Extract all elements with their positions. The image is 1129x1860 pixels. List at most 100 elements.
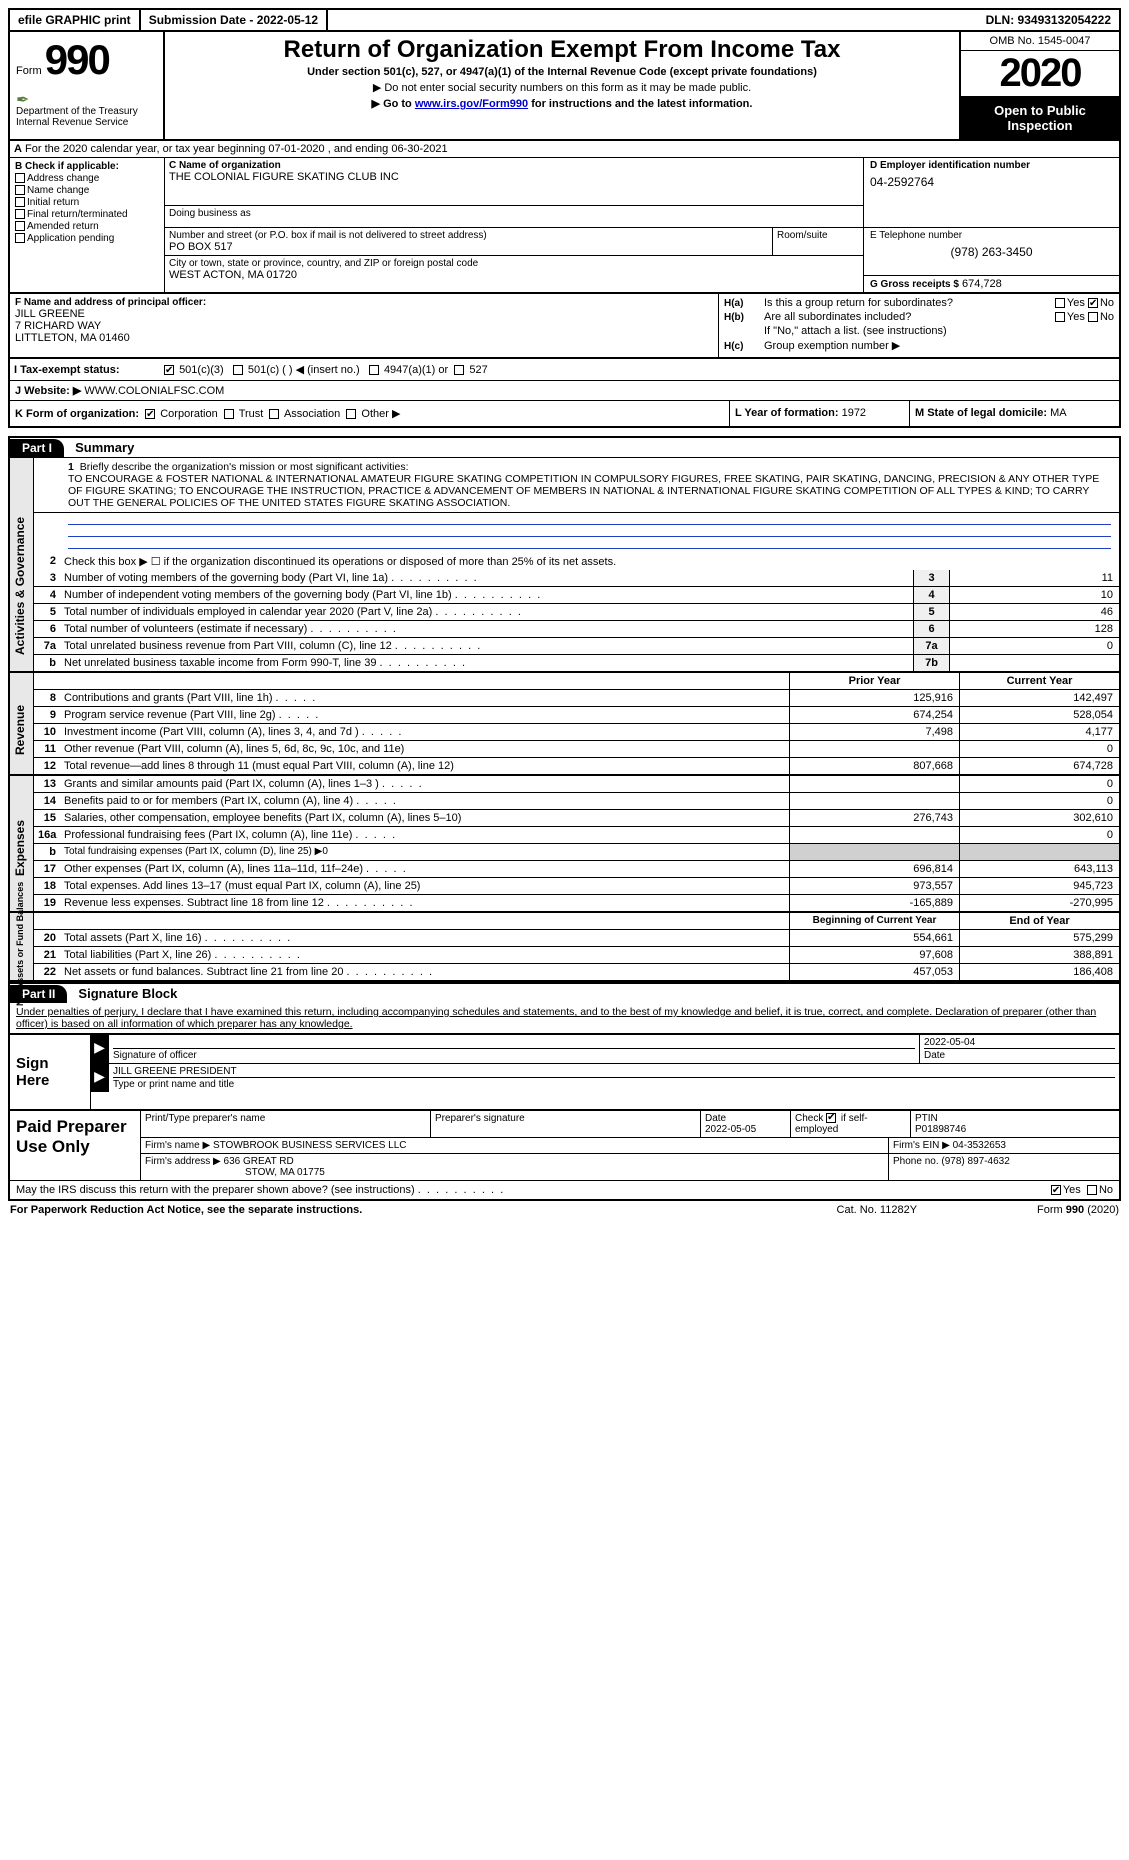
f-label: F Name and address of principal officer: xyxy=(15,297,713,308)
k-trust-checkbox[interactable] xyxy=(224,409,234,419)
section-h: H(a) Is this a group return for subordin… xyxy=(719,294,1119,357)
col-prior-year: Prior Year xyxy=(789,673,959,689)
value-7b xyxy=(949,655,1119,671)
line-8: Contributions and grants (Part VIII, lin… xyxy=(60,690,789,706)
summary-net-assets: Net Assets or Fund Balances Beginning of… xyxy=(8,913,1121,982)
part-1-num: Part I xyxy=(10,439,64,457)
form-footer: Form 990 (2020) xyxy=(1037,1204,1119,1216)
paid-preparer-label: Paid Preparer Use Only xyxy=(10,1111,140,1180)
arrow-icon: ▶ xyxy=(91,1064,109,1092)
mission-text: TO ENCOURAGE & FOSTER NATIONAL & INTERNA… xyxy=(68,473,1099,509)
checkbox-amended[interactable] xyxy=(15,221,25,231)
self-employed-checkbox[interactable] xyxy=(826,1113,836,1123)
header-middle: Return of Organization Exempt From Incom… xyxy=(165,32,959,139)
officer-city: LITTLETON, MA 01460 xyxy=(15,332,713,344)
footer: For Paperwork Reduction Act Notice, see … xyxy=(8,1201,1121,1219)
value-7a: 0 xyxy=(949,638,1119,654)
4947-checkbox[interactable] xyxy=(369,365,379,375)
row-kl: K Form of organization: Corporation Trus… xyxy=(8,401,1121,428)
ha-yes-checkbox[interactable] xyxy=(1055,298,1065,308)
line-16a: Professional fundraising fees (Part IX, … xyxy=(60,827,789,843)
checkbox-final-return[interactable] xyxy=(15,209,25,219)
value-5: 46 xyxy=(949,604,1119,620)
section-b-checkboxes: B Check if applicable: Address change Na… xyxy=(10,158,165,292)
efile-print-button[interactable]: efile GRAPHIC print xyxy=(10,10,141,30)
gross-receipts: 674,728 xyxy=(962,278,1002,290)
ha-no-checkbox[interactable] xyxy=(1088,298,1098,308)
c-name-label: C Name of organization xyxy=(169,160,859,171)
form-subtitle: Under section 501(c), 527, or 4947(a)(1)… xyxy=(173,66,951,78)
hb-note: If "No," attach a list. (see instruction… xyxy=(764,325,1114,337)
527-checkbox[interactable] xyxy=(454,365,464,375)
header-left: Form 990 ✒ Department of the Treasury In… xyxy=(10,32,165,139)
officer-street: 7 RICHARD WAY xyxy=(15,320,713,332)
line-19: Revenue less expenses. Subtract line 18 … xyxy=(60,895,789,911)
line-5: Total number of individuals employed in … xyxy=(60,604,913,620)
checkbox-name-change[interactable] xyxy=(15,185,25,195)
line-17: Other expenses (Part IX, column (A), lin… xyxy=(60,861,789,877)
hb-no-checkbox[interactable] xyxy=(1088,312,1098,322)
prep-self-employed: Check if self-employed xyxy=(791,1111,911,1137)
form-note-1: ▶ Do not enter social security numbers o… xyxy=(173,81,951,94)
discuss-no-checkbox[interactable] xyxy=(1087,1185,1097,1195)
501c3-checkbox[interactable] xyxy=(164,365,174,375)
g-label: G Gross receipts $ xyxy=(870,279,959,290)
form-note-2: ▶ Go to www.irs.gov/Form990 for instruct… xyxy=(173,97,951,110)
hb-yes-checkbox[interactable] xyxy=(1055,312,1065,322)
firm-phone-cell: Phone no. (978) 897-4632 xyxy=(889,1154,1119,1180)
summary-expenses: Expenses 13Grants and similar amounts pa… xyxy=(8,776,1121,913)
sign-here-block: Sign Here ▶ Signature of officer 2022-05… xyxy=(8,1035,1121,1111)
addr-label: Number and street (or P.O. box if mail i… xyxy=(169,230,768,241)
org-name: THE COLONIAL FIGURE SKATING CLUB INC xyxy=(169,171,859,183)
line-11: Other revenue (Part VIII, column (A), li… xyxy=(60,741,789,757)
k-assoc-checkbox[interactable] xyxy=(269,409,279,419)
vtab-activities: Activities & Governance xyxy=(10,458,34,671)
print-name-label: Type or print name and title xyxy=(113,1077,1115,1090)
checkbox-address-change[interactable] xyxy=(15,173,25,183)
summary-revenue: Revenue Prior YearCurrent Year 8Contribu… xyxy=(8,673,1121,776)
discuss-yes-checkbox[interactable] xyxy=(1051,1185,1061,1195)
vtab-net-assets: Net Assets or Fund Balances xyxy=(10,913,34,980)
summary-activities: Activities & Governance 1 Briefly descri… xyxy=(8,457,1121,673)
line-15: Salaries, other compensation, employee b… xyxy=(60,810,789,826)
line-10: Investment income (Part VIII, column (A)… xyxy=(60,724,789,740)
city-state-zip: WEST ACTON, MA 01720 xyxy=(169,269,859,281)
line-16b: Total fundraising expenses (Part IX, col… xyxy=(60,844,789,860)
checkbox-initial-return[interactable] xyxy=(15,197,25,207)
value-6: 128 xyxy=(949,621,1119,637)
sig-date-label: Date xyxy=(924,1048,1115,1061)
k-other-checkbox[interactable] xyxy=(346,409,356,419)
room-suite-label: Room/suite xyxy=(773,228,863,255)
mission-blank-line xyxy=(68,513,1111,525)
k-corp-checkbox[interactable] xyxy=(145,409,155,419)
section-de: D Employer identification number 04-2592… xyxy=(864,158,1119,292)
dba-label: Doing business as xyxy=(169,208,859,219)
501c-checkbox[interactable] xyxy=(233,365,243,375)
part-2-header: Part II Signature Block xyxy=(8,982,1121,1003)
ha-label: H(a) xyxy=(724,298,764,309)
row-j-website: J Website: ▶ WWW.COLONIALFSC.COM xyxy=(8,381,1121,401)
line-2: Check this box ▶ ☐ if the organization d… xyxy=(60,553,1119,570)
checkbox-application[interactable] xyxy=(15,233,25,243)
submission-date: Submission Date - 2022-05-12 xyxy=(141,10,328,30)
open-to-public: Open to Public Inspection xyxy=(961,97,1119,139)
line-12: Total revenue—add lines 8 through 11 (mu… xyxy=(60,758,789,774)
col-end-year: End of Year xyxy=(959,913,1119,929)
firm-name-cell: Firm's name ▶ STOWBROOK BUSINESS SERVICE… xyxy=(141,1138,889,1153)
line-20: Total assets (Part X, line 16) xyxy=(60,930,789,946)
topbar: efile GRAPHIC print Submission Date - 20… xyxy=(8,8,1121,32)
irs-link[interactable]: www.irs.gov/Form990 xyxy=(415,98,528,110)
officer-print-name: JILL GREENE PRESIDENT xyxy=(113,1066,1115,1077)
line-9: Program service revenue (Part VIII, line… xyxy=(60,707,789,723)
value-4: 10 xyxy=(949,587,1119,603)
telephone: (978) 263-3450 xyxy=(870,245,1113,259)
row-m: M State of legal domicile: MA xyxy=(909,401,1119,426)
omb-number: OMB No. 1545-0047 xyxy=(961,32,1119,51)
col-begin-year: Beginning of Current Year xyxy=(789,913,959,929)
line-7b: Net unrelated business taxable income fr… xyxy=(60,655,913,671)
dept-treasury: Department of the Treasury Internal Reve… xyxy=(16,106,157,128)
hc-text: Group exemption number ▶ xyxy=(764,339,1114,352)
line-4: Number of independent voting members of … xyxy=(60,587,913,603)
row-i-tax-status: I Tax-exempt status: 501(c)(3) 501(c) ( … xyxy=(8,359,1121,381)
b-label: B Check if applicable: xyxy=(15,161,159,172)
